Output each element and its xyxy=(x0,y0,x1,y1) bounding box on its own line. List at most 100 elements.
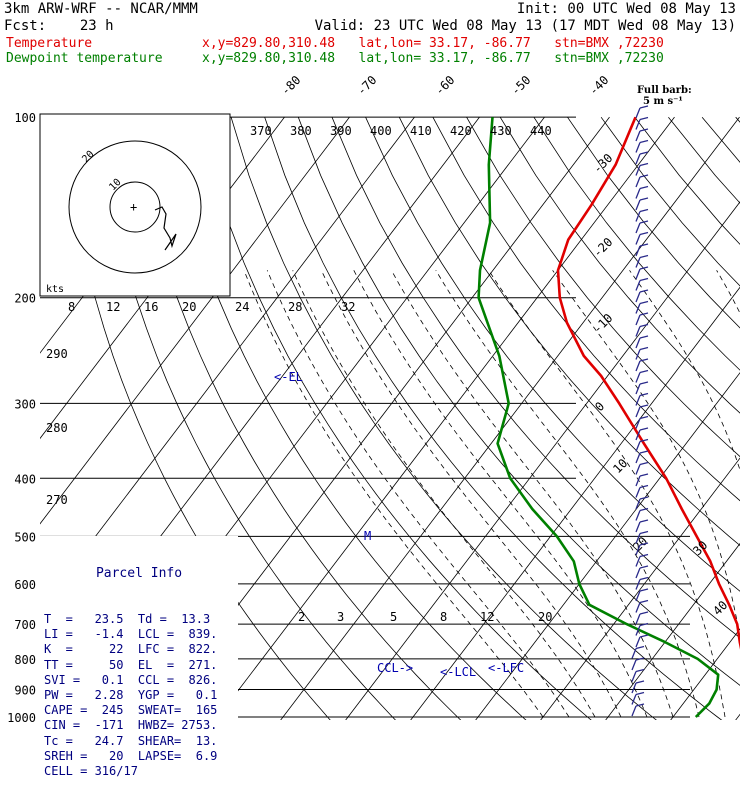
wind-barb-staff xyxy=(636,154,640,164)
wind-barb-staff xyxy=(636,614,640,624)
wind-barb-staff xyxy=(636,603,640,613)
wind-barb xyxy=(636,647,644,649)
pressure-label-500: 500 xyxy=(14,530,36,544)
parcel-row: SVI = 0.1 CCL = 826. xyxy=(44,673,234,688)
isotherm-label: -40 xyxy=(586,73,611,98)
wind-barb-staff xyxy=(636,143,640,153)
wind-barb-staff xyxy=(636,292,640,302)
theta-e-label: 420 xyxy=(450,124,472,138)
dry-adiabat xyxy=(635,117,740,730)
wind-barb-staff xyxy=(636,189,640,199)
speed-label: 32 xyxy=(341,300,355,314)
wind-barb-staff xyxy=(636,131,640,141)
theta-label: 280 xyxy=(46,421,68,435)
barb-legend-title: Full barb: xyxy=(637,85,692,96)
isotherm-label: -80 xyxy=(278,73,303,98)
moist-adiabat xyxy=(354,270,647,717)
wind-barb xyxy=(640,187,648,189)
wind-barb xyxy=(640,118,648,120)
pressure-label-700: 700 xyxy=(14,618,36,632)
wind-barb-staff xyxy=(632,672,636,682)
mixing-ratio-label: 12 xyxy=(480,610,494,624)
wind-barb xyxy=(640,612,648,614)
isotherm-label: -60 xyxy=(432,73,457,98)
wind-barb xyxy=(640,371,648,373)
wind-barb-staff xyxy=(632,706,636,716)
moist-adiabat xyxy=(553,270,740,717)
isotherm-label: 20 xyxy=(630,534,650,554)
parcel-row: CIN = -171 HWBZ= 2753. xyxy=(44,718,234,733)
wind-barb-staff xyxy=(636,258,640,268)
moist-adiabat xyxy=(293,270,595,717)
wind-barb xyxy=(640,520,648,522)
isotherm-label: -10 xyxy=(590,311,615,336)
hodograph-units: kts xyxy=(46,284,64,295)
ccl-label: CCL-> xyxy=(377,661,413,675)
moist-adiabat xyxy=(630,270,740,717)
moist-adiabat xyxy=(267,270,569,717)
wind-barb-staff xyxy=(636,373,640,383)
wind-barb-staff xyxy=(636,499,640,509)
speed-label: 12 xyxy=(106,300,120,314)
wind-barb xyxy=(640,474,648,476)
speed-label: 8 xyxy=(68,300,75,314)
parcel-row: Tc = 24.7 SHEAR= 13. xyxy=(44,734,234,749)
theta-label: 290 xyxy=(46,347,68,361)
hodograph-center: + xyxy=(130,200,137,214)
wind-barb-staff xyxy=(636,511,640,521)
pressure-label-200: 200 xyxy=(14,292,36,306)
wind-barb-staff xyxy=(632,660,636,670)
wind-barb xyxy=(640,635,648,637)
wind-barb xyxy=(636,681,644,683)
wind-barb xyxy=(640,486,648,488)
theta-e-label: 440 xyxy=(530,124,552,138)
wind-barb-staff xyxy=(636,580,640,590)
speed-label: 28 xyxy=(288,300,302,314)
wind-barb xyxy=(640,141,648,143)
wind-barb xyxy=(640,325,648,327)
wind-barb xyxy=(640,578,648,580)
wind-barb-staff xyxy=(636,442,640,452)
wind-barb xyxy=(640,532,648,534)
wind-barb-staff xyxy=(636,522,640,532)
wind-barb-staff xyxy=(636,407,640,417)
lfc-label: <-LFC xyxy=(488,661,524,675)
moist-adiabat xyxy=(489,270,725,717)
wind-barb-staff xyxy=(636,465,640,475)
isotherm-label: -70 xyxy=(354,73,379,98)
wind-barb xyxy=(640,302,648,304)
wind-barb-staff xyxy=(632,649,636,659)
barb-legend-units: 5 m s⁻¹ xyxy=(643,96,683,107)
speed-label: 20 xyxy=(182,300,196,314)
wind-barb-staff xyxy=(636,361,640,371)
wind-barb xyxy=(640,336,648,338)
pressure-label-400: 400 xyxy=(14,472,36,486)
theta-e-label: 400 xyxy=(370,124,392,138)
hodograph: 10 20 + kts xyxy=(40,114,230,296)
parcel-row: PW = 2.28 YGP = 0.1 xyxy=(44,688,234,703)
wind-barb-staff xyxy=(636,338,640,348)
moist-adiabat xyxy=(321,270,621,717)
mixing-ratio-label: 3 xyxy=(337,610,344,624)
parcel-row: CELL = 316/17 xyxy=(44,764,234,779)
pressure-label-800: 800 xyxy=(14,653,36,667)
pressure-label-300: 300 xyxy=(14,397,36,411)
wind-barb xyxy=(640,279,648,281)
wind-barb xyxy=(640,175,648,177)
pressure-label-1000: 1000 xyxy=(7,711,36,725)
wind-barb-staff xyxy=(636,568,640,578)
wind-barb-staff xyxy=(636,327,640,337)
wind-barb xyxy=(640,290,648,292)
moist-adiabat xyxy=(717,270,740,717)
dry-adiabat xyxy=(298,117,740,730)
dry-adiabat xyxy=(197,117,602,730)
pressure-label-900: 900 xyxy=(14,684,36,698)
theta-e-label: 370 xyxy=(250,124,272,138)
isotherm-label: -50 xyxy=(508,73,533,98)
speed-label: 24 xyxy=(235,300,249,314)
theta-e-label: 390 xyxy=(330,124,352,138)
wind-barb-staff xyxy=(636,177,640,187)
wind-barb-staff xyxy=(636,200,640,210)
wind-barb xyxy=(640,382,648,384)
